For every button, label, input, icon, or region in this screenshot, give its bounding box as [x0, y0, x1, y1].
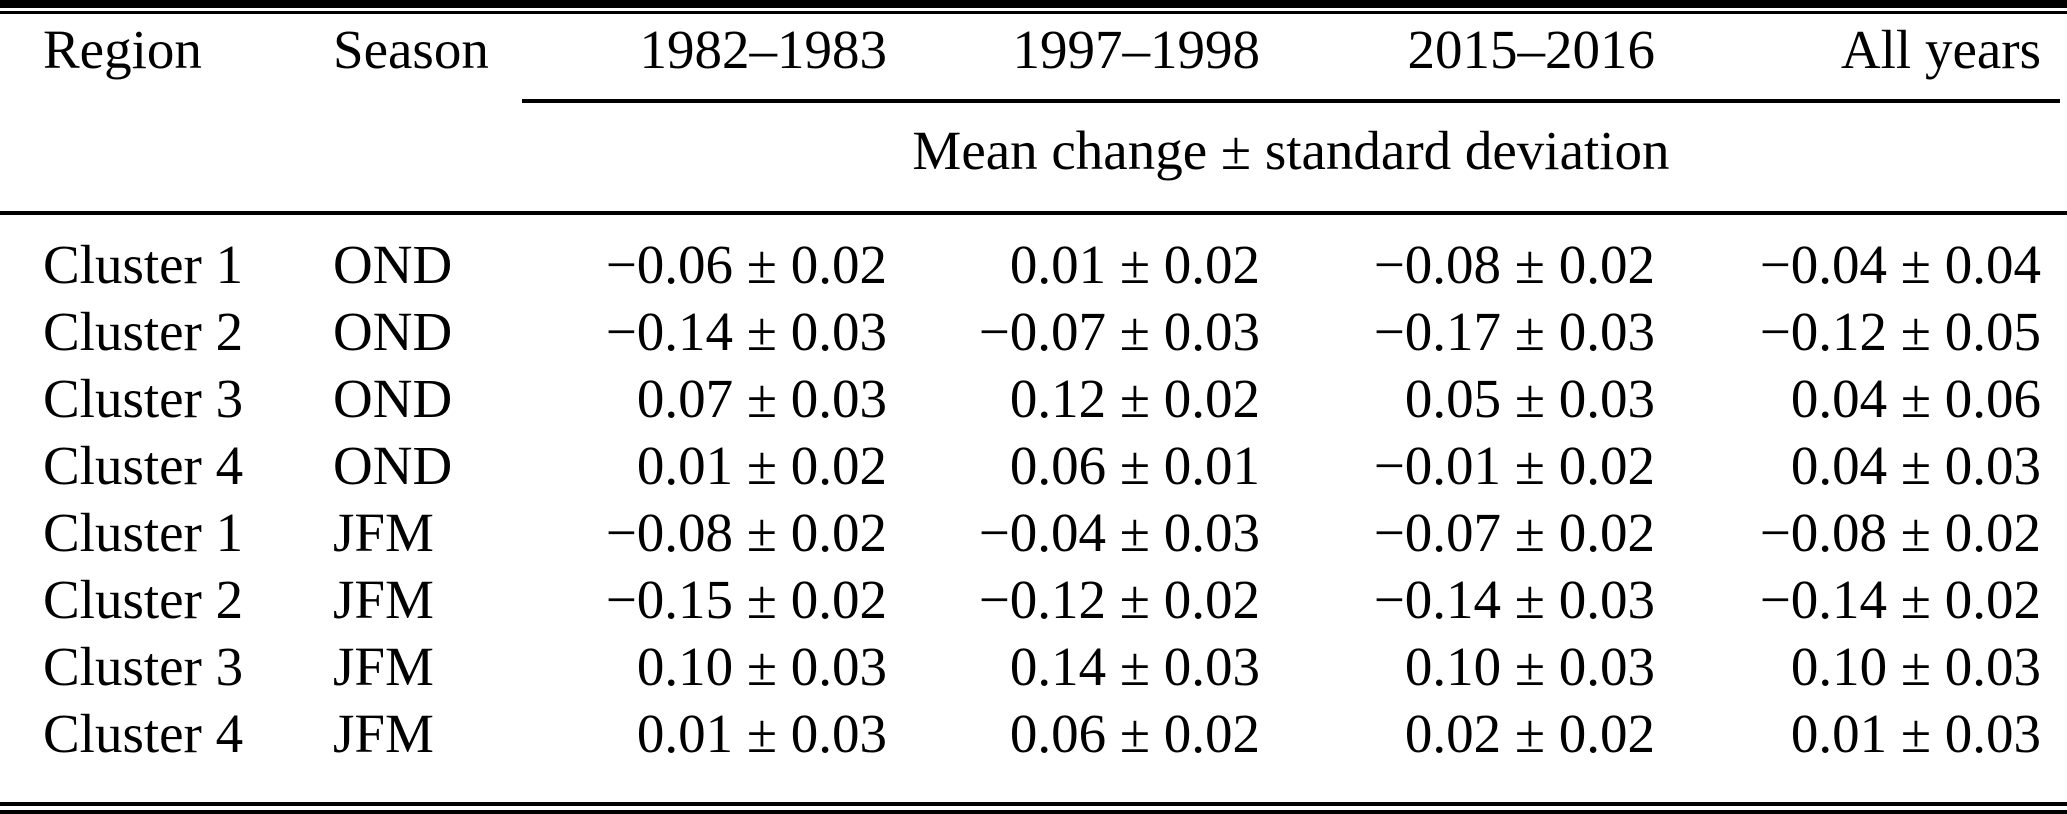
table-bottom-rule-thick: [0, 810, 2067, 814]
cell-season: OND: [333, 234, 453, 295]
column-header-1997-1998: 1997–1998: [1012, 19, 1261, 80]
cell-value: 0.10 ± 0.03: [1790, 636, 2041, 697]
table-body: Cluster 1 OND −0.06 ± 0.02 0.01 ± 0.02 −…: [0, 231, 2067, 767]
cell-region: Cluster 3: [43, 368, 244, 429]
cell-value: −0.12 ± 0.05: [1759, 301, 2041, 362]
cell-value: −0.07 ± 0.02: [1373, 502, 1655, 563]
table-row: Cluster 1 JFM −0.08 ± 0.02 −0.04 ± 0.03 …: [43, 499, 2041, 566]
column-header-all-years: All years: [1840, 19, 2041, 80]
cell-season: OND: [333, 368, 453, 429]
table-row: Cluster 2 OND −0.14 ± 0.03 −0.07 ± 0.03 …: [43, 298, 2041, 365]
cell-value: −0.06 ± 0.02: [605, 234, 887, 295]
column-header-region: Region: [43, 19, 202, 80]
year-columns-underline-rule: [522, 99, 2060, 103]
cell-season: JFM: [333, 502, 434, 563]
cell-value: −0.14 ± 0.02: [1759, 569, 2041, 630]
table-bottom-rule-thin: [0, 802, 2067, 806]
cell-season: JFM: [333, 569, 434, 630]
cell-value: 0.04 ± 0.06: [1790, 368, 2041, 429]
table-header-row: Region Season 1982–1983 1997–1998 2015–2…: [43, 16, 2041, 80]
cell-season: OND: [333, 435, 453, 496]
table-row: Cluster 3 JFM 0.10 ± 0.03 0.14 ± 0.03 0.…: [43, 633, 2041, 700]
column-header-season: Season: [333, 19, 489, 80]
cell-region: Cluster 2: [43, 569, 244, 630]
column-header-2015-2016: 2015–2016: [1407, 19, 1656, 80]
cell-value: 0.12 ± 0.02: [1009, 368, 1260, 429]
cell-value: −0.07 ± 0.03: [978, 301, 1260, 362]
table-top-rule-thick: [0, 0, 2067, 8]
cell-value: −0.14 ± 0.03: [605, 301, 887, 362]
cell-value: 0.01 ± 0.02: [1009, 234, 1260, 295]
cell-region: Cluster 1: [43, 502, 244, 563]
cell-region: Cluster 3: [43, 636, 244, 697]
cell-value: −0.08 ± 0.02: [1373, 234, 1655, 295]
table-row: Cluster 1 OND −0.06 ± 0.02 0.01 ± 0.02 −…: [43, 231, 2041, 298]
cell-value: −0.08 ± 0.02: [605, 502, 887, 563]
cell-season: OND: [333, 301, 453, 362]
cell-value: 0.01 ± 0.03: [636, 703, 887, 764]
cell-value: 0.02 ± 0.02: [1404, 703, 1655, 764]
table-row: Cluster 4 JFM 0.01 ± 0.03 0.06 ± 0.02 0.…: [43, 700, 2041, 767]
cell-value: −0.12 ± 0.02: [978, 569, 1260, 630]
cell-value: −0.04 ± 0.03: [978, 502, 1260, 563]
cell-value: 0.01 ± 0.03: [1790, 703, 2041, 764]
table-top-rule-thin: [0, 11, 2067, 14]
cell-value: 0.06 ± 0.02: [1009, 703, 1260, 764]
cell-value: 0.10 ± 0.03: [636, 636, 887, 697]
table-mid-rule: [0, 211, 2067, 215]
cell-season: JFM: [333, 636, 434, 697]
cell-value: −0.04 ± 0.04: [1759, 234, 2041, 295]
column-header-1982-1983: 1982–1983: [639, 19, 888, 80]
cell-region: Cluster 2: [43, 301, 244, 362]
table-row: Cluster 2 JFM −0.15 ± 0.02 −0.12 ± 0.02 …: [43, 566, 2041, 633]
cell-value: 0.07 ± 0.03: [636, 368, 887, 429]
table-subheader: Mean change ± standard deviation: [912, 120, 1670, 181]
cell-value: −0.01 ± 0.02: [1373, 435, 1655, 496]
cell-region: Cluster 4: [43, 435, 244, 496]
cell-region: Cluster 4: [43, 703, 244, 764]
cell-region: Cluster 1: [43, 234, 244, 295]
cell-value: −0.08 ± 0.02: [1759, 502, 2041, 563]
cell-value: 0.04 ± 0.03: [1790, 435, 2041, 496]
cell-value: 0.06 ± 0.01: [1009, 435, 1260, 496]
cell-season: JFM: [333, 703, 434, 764]
table-row: Cluster 3 OND 0.07 ± 0.03 0.12 ± 0.02 0.…: [43, 365, 2041, 432]
cell-value: −0.14 ± 0.03: [1373, 569, 1655, 630]
cell-value: 0.10 ± 0.03: [1404, 636, 1655, 697]
cell-value: 0.01 ± 0.02: [636, 435, 887, 496]
cell-value: 0.05 ± 0.03: [1404, 368, 1655, 429]
cell-value: −0.17 ± 0.03: [1373, 301, 1655, 362]
cell-value: 0.14 ± 0.03: [1009, 636, 1260, 697]
table-row: Cluster 4 OND 0.01 ± 0.02 0.06 ± 0.01 −0…: [43, 432, 2041, 499]
cell-value: −0.15 ± 0.02: [605, 569, 887, 630]
